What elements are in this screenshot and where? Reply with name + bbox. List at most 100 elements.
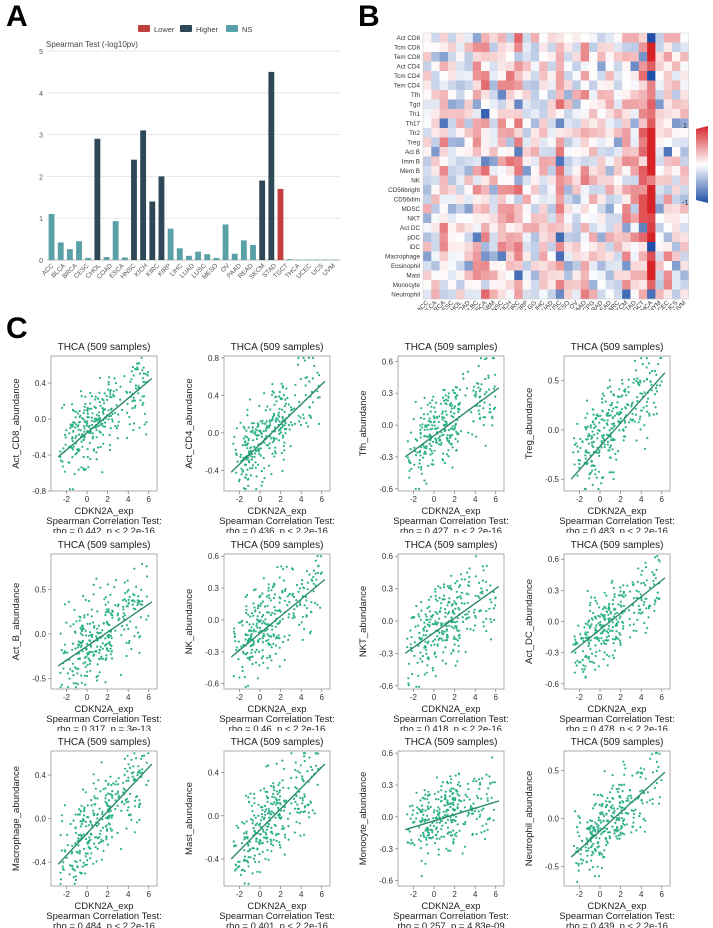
bar-cesc bbox=[76, 241, 82, 260]
heatmap-cell bbox=[672, 42, 681, 53]
scatter-point bbox=[436, 635, 439, 638]
scatter-point bbox=[99, 586, 102, 589]
scatter-point bbox=[89, 622, 92, 625]
scatter-point bbox=[485, 822, 488, 826]
scatter-y-tick-label: -0.4 bbox=[205, 466, 219, 475]
heatmap-cell bbox=[555, 33, 565, 43]
heatmap-cell bbox=[497, 33, 507, 43]
scatter-point bbox=[655, 568, 658, 571]
heatmap-cell bbox=[638, 33, 648, 43]
scatter-point bbox=[598, 837, 601, 840]
scatter-point bbox=[123, 773, 126, 776]
scatter-point bbox=[423, 673, 426, 676]
heatmap-cell bbox=[597, 33, 606, 43]
scatter-point bbox=[257, 803, 260, 806]
scatter-point bbox=[287, 613, 291, 616]
bar-read bbox=[250, 244, 256, 260]
heatmap-cell bbox=[472, 242, 482, 252]
legend-label-lower: Lower bbox=[154, 25, 175, 34]
scatter-point bbox=[492, 591, 495, 594]
heatmap-cell bbox=[580, 109, 590, 119]
scatter-point bbox=[271, 383, 274, 386]
heatmap-cell bbox=[530, 61, 540, 72]
scatter-point bbox=[61, 465, 64, 468]
heatmap-cell bbox=[638, 213, 648, 224]
scatter-point bbox=[485, 610, 488, 613]
heatmap-cell bbox=[489, 99, 498, 110]
scatter-point bbox=[126, 605, 129, 608]
scatter-point bbox=[438, 816, 441, 819]
colorbar-min-label: -1 bbox=[682, 200, 688, 207]
heatmap-cell bbox=[472, 232, 482, 243]
scatter-point bbox=[90, 799, 93, 802]
heatmap-cell bbox=[630, 289, 639, 300]
scatter-point bbox=[457, 403, 460, 406]
scatter-point bbox=[485, 617, 488, 620]
scatter-point bbox=[141, 395, 144, 398]
scatter-point bbox=[410, 636, 413, 639]
heatmap-cell bbox=[564, 223, 573, 233]
scatter-point bbox=[471, 833, 474, 836]
scatter-points bbox=[232, 356, 321, 491]
scatter-point bbox=[108, 799, 111, 802]
scatter-point bbox=[297, 363, 300, 366]
scatter-point bbox=[461, 852, 464, 855]
scatter-point bbox=[244, 443, 248, 446]
scatter-point bbox=[142, 372, 145, 375]
heatmap-cell bbox=[497, 289, 507, 300]
scatter-point bbox=[590, 435, 594, 438]
scatter-point bbox=[611, 603, 614, 606]
scatter-point bbox=[482, 621, 485, 624]
scatter-point bbox=[433, 424, 436, 427]
scatter-point bbox=[436, 644, 439, 647]
bar-blca bbox=[57, 242, 64, 260]
heatmap-cell bbox=[622, 61, 631, 72]
scatter-point bbox=[264, 831, 267, 834]
scatter-point bbox=[458, 633, 461, 636]
scatter-point bbox=[407, 662, 411, 665]
scatter-point bbox=[454, 815, 458, 818]
scatter-point bbox=[607, 608, 611, 611]
scatter-point bbox=[460, 602, 463, 605]
scatter-point bbox=[82, 425, 86, 428]
scatter-point bbox=[487, 787, 490, 790]
scatter-point bbox=[125, 779, 128, 782]
heatmap-cell bbox=[514, 261, 523, 271]
scatter-point bbox=[116, 424, 119, 427]
bar-hnsc bbox=[131, 159, 137, 260]
scatter-point bbox=[444, 796, 447, 799]
scatter-point bbox=[84, 468, 87, 471]
scatter-point bbox=[487, 374, 490, 377]
scatter-point bbox=[477, 364, 480, 368]
scatter-point bbox=[71, 423, 74, 426]
heatmap-cell bbox=[555, 270, 565, 281]
scatter-point bbox=[86, 663, 89, 666]
scatter-point bbox=[455, 449, 458, 452]
scatter-point bbox=[612, 586, 615, 589]
scatter-point bbox=[255, 624, 258, 627]
scatter-point bbox=[74, 647, 77, 650]
heatmap-cell bbox=[447, 118, 457, 129]
scatter-point bbox=[295, 776, 298, 779]
heatmap-cell bbox=[672, 270, 681, 281]
scatter-point bbox=[646, 791, 649, 794]
scatter-point bbox=[447, 395, 450, 398]
heatmap-cell bbox=[613, 109, 623, 119]
scatter-point bbox=[123, 375, 126, 378]
scatter-point bbox=[493, 619, 496, 622]
heatmap-cell bbox=[439, 128, 449, 138]
scatter-point bbox=[123, 628, 126, 631]
heatmap-col-label: PRAD bbox=[587, 299, 605, 310]
heatmap-cell bbox=[672, 204, 681, 214]
scatter-point bbox=[639, 593, 642, 596]
scatter-point bbox=[635, 829, 638, 832]
scatter-point bbox=[640, 582, 643, 585]
scatter-point bbox=[287, 403, 290, 406]
scatter-point bbox=[441, 631, 444, 634]
heatmap-cell bbox=[638, 232, 648, 243]
heatmap-cell bbox=[647, 61, 656, 72]
scatter-point bbox=[294, 761, 297, 764]
scatter-point bbox=[590, 623, 593, 626]
scatter-point bbox=[105, 816, 108, 820]
heatmap-col-label: COAD bbox=[454, 299, 472, 310]
